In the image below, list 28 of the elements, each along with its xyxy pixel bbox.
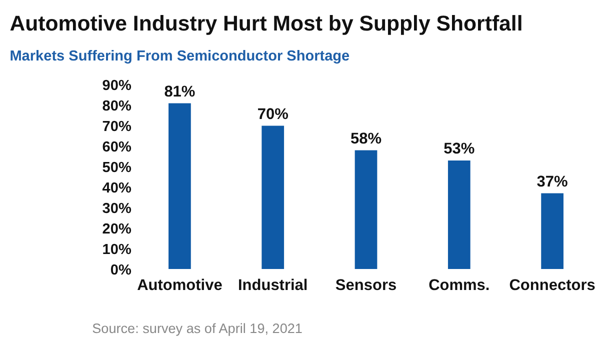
source-note: Source: survey as of April 19, 2021 (92, 320, 302, 336)
data-label: 53% (444, 140, 475, 158)
data-label: 58% (350, 130, 382, 148)
bar (448, 160, 470, 269)
bar (541, 193, 564, 269)
data-label: 37% (536, 173, 568, 190)
x-tick-label: Comms. (428, 276, 490, 294)
y-tick-label: 40% (102, 180, 132, 196)
data-label: 81% (164, 83, 196, 100)
data-label: 70% (257, 106, 289, 123)
chart-subtitle: Markets Suffering From Semiconductor Shortage (10, 48, 350, 65)
y-tick-label: 70% (102, 119, 132, 136)
y-tick-label: 60% (102, 140, 132, 156)
bar (168, 103, 191, 269)
x-tick-label: Connectors (509, 276, 596, 294)
x-tick-label: Sensors (335, 276, 397, 294)
x-tick-label: Automotive (137, 276, 223, 294)
y-tick-label: 50% (102, 160, 132, 176)
y-tick-label: 20% (102, 221, 132, 238)
y-tick-label: 90% (102, 78, 132, 94)
bar (354, 150, 378, 269)
x-tick-label: Industrial (238, 276, 308, 294)
y-tick-label: 30% (102, 200, 132, 217)
y-tick-label: 80% (102, 98, 132, 115)
bar (262, 126, 284, 269)
chart-title: Automotive Industry Hurt Most by Supply Shortfall (10, 11, 523, 36)
y-tick-label: 0% (110, 262, 132, 278)
y-tick-label: 10% (102, 242, 132, 258)
